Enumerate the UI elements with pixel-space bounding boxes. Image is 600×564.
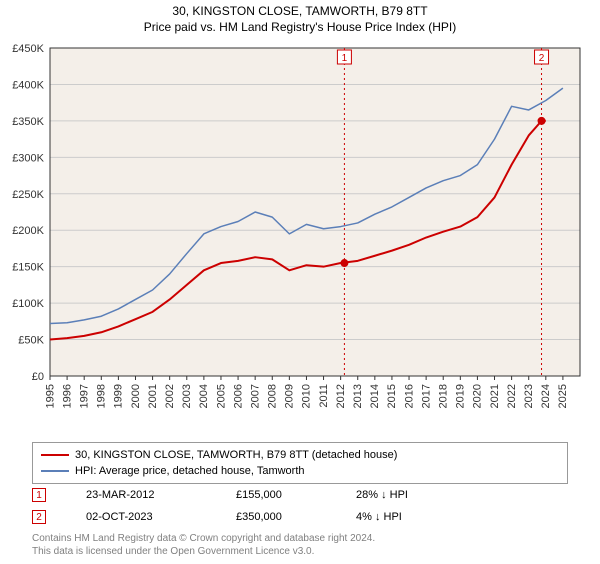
svg-text:2020: 2020 <box>472 384 484 408</box>
svg-text:£0: £0 <box>32 371 44 383</box>
chart-subtitle: Price paid vs. HM Land Registry's House … <box>0 20 600 34</box>
svg-text:2001: 2001 <box>147 384 159 408</box>
svg-text:£100K: £100K <box>12 298 44 310</box>
svg-text:1995: 1995 <box>44 384 56 408</box>
legend-box: 30, KINGSTON CLOSE, TAMWORTH, B79 8TT (d… <box>32 442 568 484</box>
svg-text:2007: 2007 <box>249 384 261 408</box>
svg-text:1997: 1997 <box>78 384 90 408</box>
svg-text:2016: 2016 <box>403 384 415 408</box>
svg-text:1996: 1996 <box>61 384 73 408</box>
svg-text:2: 2 <box>539 53 545 64</box>
legend-item: 30, KINGSTON CLOSE, TAMWORTH, B79 8TT (d… <box>41 447 559 463</box>
legend-item: HPI: Average price, detached house, Tamw… <box>41 463 559 479</box>
legend-label: 30, KINGSTON CLOSE, TAMWORTH, B79 8TT (d… <box>75 449 397 461</box>
svg-text:2000: 2000 <box>130 384 142 408</box>
svg-text:2010: 2010 <box>301 384 313 408</box>
svg-text:£150K: £150K <box>12 262 44 274</box>
svg-text:2022: 2022 <box>506 384 518 408</box>
svg-text:2008: 2008 <box>267 384 279 408</box>
svg-text:2006: 2006 <box>232 384 244 408</box>
svg-text:2024: 2024 <box>540 384 552 408</box>
svg-text:2021: 2021 <box>489 384 501 408</box>
svg-text:2018: 2018 <box>438 384 450 408</box>
sale-info-row: 1 23-MAR-2012 £155,000 28% ↓ HPI <box>32 488 568 502</box>
svg-text:1: 1 <box>342 53 348 64</box>
chart-container: 30, KINGSTON CLOSE, TAMWORTH, B79 8TT Pr… <box>0 4 600 564</box>
svg-text:£450K: £450K <box>12 43 44 55</box>
svg-text:2011: 2011 <box>318 384 330 408</box>
svg-text:2014: 2014 <box>369 384 381 408</box>
svg-text:£350K: £350K <box>12 116 44 128</box>
line-chart-svg: £0 £50K £100K £150K £200K £250K £300K £350K £400… <box>0 40 600 430</box>
svg-text:2005: 2005 <box>215 384 227 408</box>
sale-price: £155,000 <box>236 489 316 501</box>
svg-text:£200K: £200K <box>12 225 44 237</box>
attribution-line1: Contains HM Land Registry data © Crown c… <box>32 532 568 545</box>
svg-text:2017: 2017 <box>420 384 432 408</box>
sale-price: £350,000 <box>236 511 316 523</box>
sale-date: 02-OCT-2023 <box>86 511 196 523</box>
svg-text:2019: 2019 <box>455 384 467 408</box>
chart-plot-area: £0 £50K £100K £150K £200K £250K £300K £350K £400… <box>0 40 600 430</box>
svg-text:1999: 1999 <box>113 384 125 408</box>
svg-text:£300K: £300K <box>12 152 44 164</box>
svg-text:2002: 2002 <box>164 384 176 408</box>
svg-text:1998: 1998 <box>96 384 108 408</box>
marker-badge: 1 <box>32 488 46 502</box>
attribution-text: Contains HM Land Registry data © Crown c… <box>32 532 568 558</box>
svg-text:£250K: £250K <box>12 189 44 201</box>
chart-title: 30, KINGSTON CLOSE, TAMWORTH, B79 8TT <box>0 4 600 18</box>
sale-date: 23-MAR-2012 <box>86 489 196 501</box>
attribution-line2: This data is licensed under the Open Gov… <box>32 545 568 558</box>
svg-text:£400K: £400K <box>12 79 44 91</box>
svg-text:£50K: £50K <box>18 335 44 347</box>
sale-delta: 28% ↓ HPI <box>356 489 408 501</box>
legend-label: HPI: Average price, detached house, Tamw… <box>75 465 305 477</box>
svg-text:2004: 2004 <box>198 384 210 408</box>
sale-delta: 4% ↓ HPI <box>356 511 402 523</box>
svg-text:2025: 2025 <box>557 384 569 408</box>
legend-swatch <box>41 454 69 456</box>
svg-text:2009: 2009 <box>284 384 296 408</box>
svg-text:2012: 2012 <box>335 384 347 408</box>
legend-swatch <box>41 470 69 472</box>
svg-text:2023: 2023 <box>523 384 535 408</box>
svg-text:2013: 2013 <box>352 384 364 408</box>
marker-badge: 2 <box>32 510 46 524</box>
svg-text:2015: 2015 <box>386 384 398 408</box>
svg-text:2003: 2003 <box>181 384 193 408</box>
sale-info-row: 2 02-OCT-2023 £350,000 4% ↓ HPI <box>32 510 568 524</box>
